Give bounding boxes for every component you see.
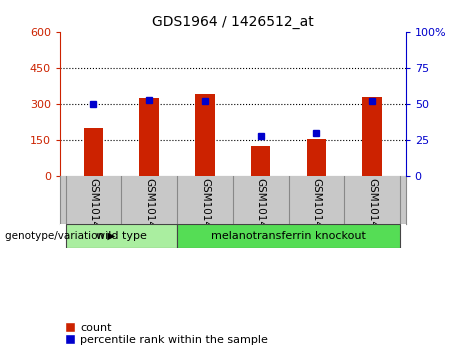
Legend: count, percentile rank within the sample: count, percentile rank within the sample <box>65 323 268 345</box>
Bar <box>195 94 215 176</box>
Text: GSM101417: GSM101417 <box>144 178 154 241</box>
Text: GSM101414: GSM101414 <box>312 178 321 241</box>
Text: GSM101413: GSM101413 <box>256 178 266 241</box>
Text: GSM101412: GSM101412 <box>200 178 210 241</box>
Text: genotype/variation ▶: genotype/variation ▶ <box>5 231 115 241</box>
Bar <box>139 98 159 176</box>
Text: melanotransferrin knockout: melanotransferrin knockout <box>211 231 366 241</box>
Text: wild type: wild type <box>96 231 147 241</box>
Text: GSM101415: GSM101415 <box>367 178 377 241</box>
Bar <box>83 128 103 176</box>
Bar <box>307 139 326 176</box>
Bar <box>362 97 382 176</box>
Bar <box>251 146 271 176</box>
Bar <box>177 224 400 248</box>
Text: GSM101416: GSM101416 <box>89 178 98 241</box>
Bar <box>65 224 177 248</box>
Title: GDS1964 / 1426512_at: GDS1964 / 1426512_at <box>152 16 313 29</box>
